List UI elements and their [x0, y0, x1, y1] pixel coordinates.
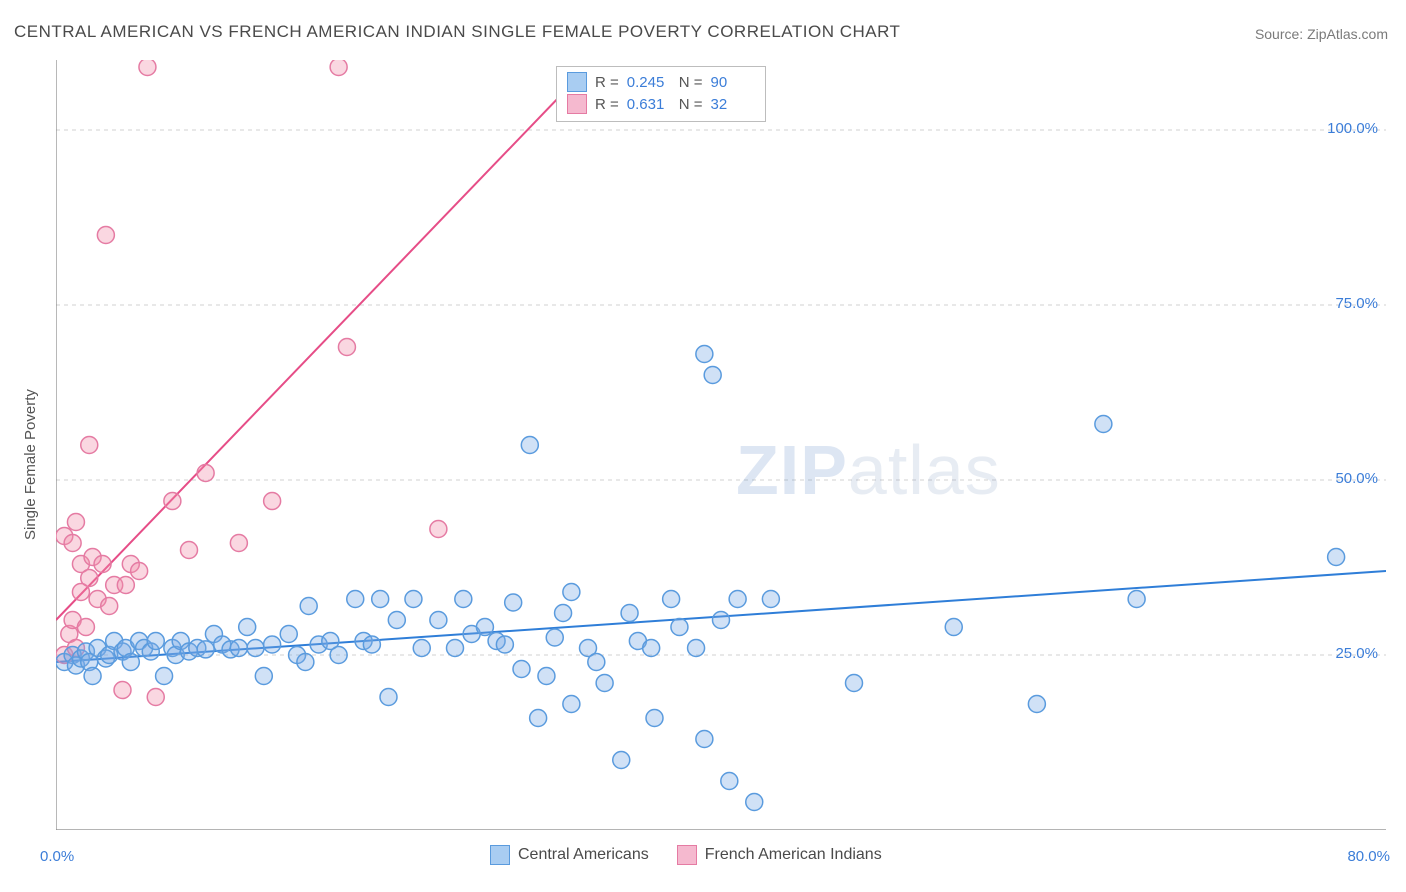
r-value-2: 0.631	[627, 96, 671, 113]
chart-svg	[56, 60, 1386, 830]
stats-row-series1: R = 0.245 N = 90	[567, 71, 755, 93]
legend-swatch-2	[677, 845, 697, 865]
source-attribution: Source: ZipAtlas.com	[1255, 26, 1388, 42]
bottom-legend: Central Americans French American Indian…	[490, 845, 882, 865]
x-min-label: 0.0%	[40, 848, 74, 865]
y-axis-label: Single Female Poverty	[22, 389, 39, 540]
swatch-series1	[567, 72, 587, 92]
n-value-2: 32	[711, 96, 755, 113]
stats-legend-box: R = 0.245 N = 90 R = 0.631 N = 32	[556, 66, 766, 122]
stats-row-series2: R = 0.631 N = 32	[567, 93, 755, 115]
n-value-1: 90	[711, 74, 755, 91]
y-tick-label: 25.0%	[1335, 645, 1378, 662]
legend-item-1: Central Americans	[490, 845, 649, 865]
y-tick-label: 50.0%	[1335, 470, 1378, 487]
legend-swatch-1	[490, 845, 510, 865]
n-label-2: N =	[679, 96, 703, 113]
n-label-1: N =	[679, 74, 703, 91]
legend-label-2: French American Indians	[705, 846, 882, 864]
legend-item-2: French American Indians	[677, 845, 882, 865]
x-max-label: 80.0%	[1347, 848, 1390, 865]
y-tick-label: 100.0%	[1327, 120, 1378, 137]
r-value-1: 0.245	[627, 74, 671, 91]
r-label-2: R =	[595, 96, 619, 113]
chart-title: CENTRAL AMERICAN VS FRENCH AMERICAN INDI…	[14, 22, 900, 42]
r-label-1: R =	[595, 74, 619, 91]
plot-area: ZIPatlas R = 0.245 N = 90 R = 0.631 N = …	[56, 60, 1386, 830]
swatch-series2	[567, 94, 587, 114]
y-tick-label: 75.0%	[1335, 295, 1378, 312]
legend-label-1: Central Americans	[518, 846, 649, 864]
